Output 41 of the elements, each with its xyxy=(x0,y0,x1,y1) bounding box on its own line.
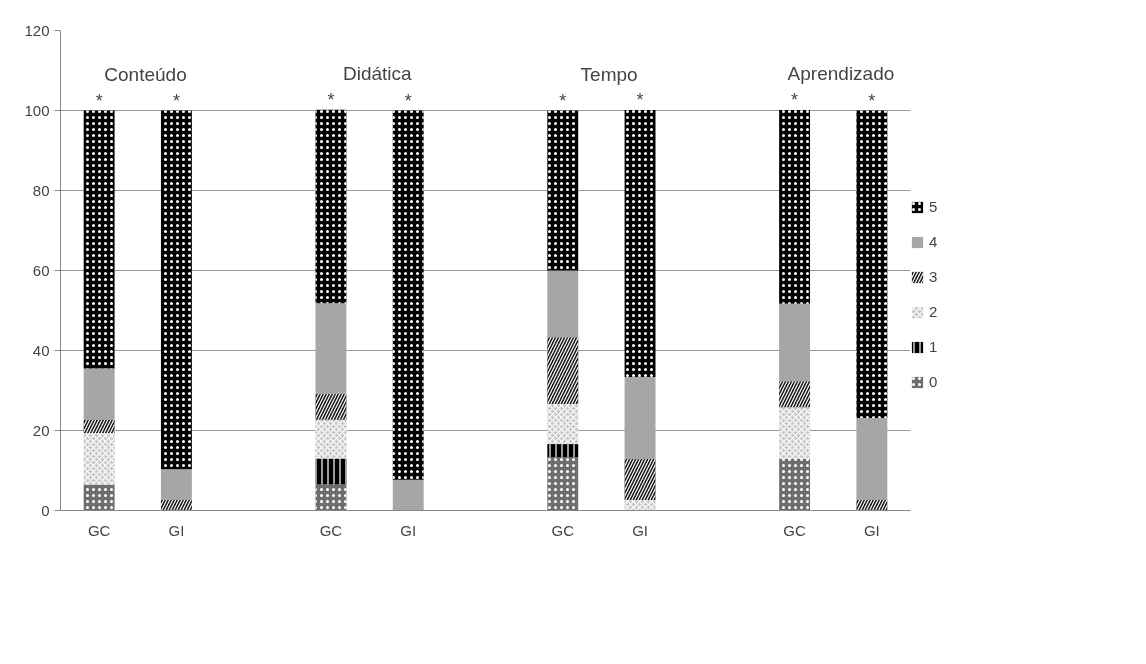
y-tick-label: 80 xyxy=(32,181,50,199)
x-tick-label: GI xyxy=(168,521,185,539)
bar xyxy=(624,376,656,459)
y-tick-label: 120 xyxy=(24,21,50,39)
annotation: Aprendizado xyxy=(787,63,895,85)
annotation: * xyxy=(559,90,567,111)
legend-label: 2 xyxy=(929,303,939,320)
bar xyxy=(856,418,888,501)
y-tick-label: 100 xyxy=(24,101,50,119)
annotation: Tempo xyxy=(580,63,638,85)
annotation: * xyxy=(172,90,180,111)
legend-label: 3 xyxy=(929,268,939,285)
legend-label: 1 xyxy=(929,338,939,355)
annotation: * xyxy=(95,90,103,111)
y-tick-label: 60 xyxy=(32,261,50,279)
x-tick-label: GC xyxy=(551,521,575,539)
legend-label: 4 xyxy=(929,233,939,250)
legend-label: 5 xyxy=(929,198,939,215)
annotation: * xyxy=(404,90,412,111)
annotation: * xyxy=(327,89,335,110)
bar xyxy=(547,270,579,338)
y-tick-label: 20 xyxy=(32,421,50,439)
annotation: * xyxy=(868,90,876,111)
x-tick-label: GI xyxy=(400,521,417,539)
bar xyxy=(83,368,115,421)
annotation: Conteúdo xyxy=(104,63,187,85)
legend-label: 0 xyxy=(929,373,939,390)
bar xyxy=(160,469,192,501)
annotation: * xyxy=(636,90,644,111)
annotation: Didática xyxy=(343,62,413,84)
bar xyxy=(315,303,347,394)
y-tick-label: 40 xyxy=(32,341,50,359)
x-tick-label: GC xyxy=(87,521,111,539)
x-tick-label: GI xyxy=(863,521,880,539)
x-tick-label: GC xyxy=(319,521,343,539)
bar xyxy=(392,479,424,511)
x-tick-label: GI xyxy=(632,521,648,539)
annotation: * xyxy=(791,90,799,111)
bar xyxy=(779,303,811,382)
x-tick-label: GC xyxy=(783,521,807,539)
y-tick-label: 0 xyxy=(41,501,50,519)
